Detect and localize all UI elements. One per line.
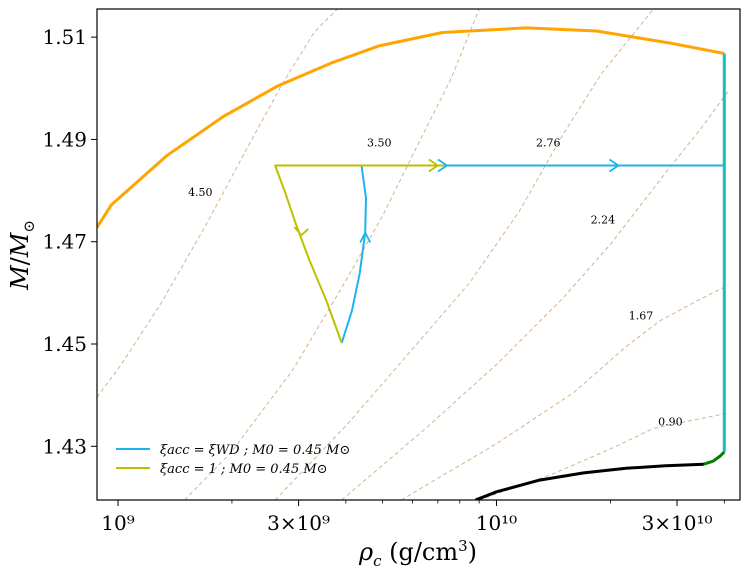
y-axis-ticks: 1.43 1.45 1.47 1.49 1.51: [42, 25, 97, 458]
x-axis-ticks: 10⁹ 3×10⁹ 10¹⁰ 3×10¹⁰: [101, 500, 725, 535]
isoline-labels: 4.50 3.50 2.76 2.24 1.67 0.90: [188, 136, 683, 428]
series-line-acc-1-m0-0-45-m-5: [274, 164, 447, 344]
contour-line-1: [184, 9, 480, 500]
contour-label-1: 3.50: [367, 136, 392, 149]
contour-line-0: [97, 9, 338, 398]
y-tick-label-2: 1.47: [42, 230, 87, 254]
x-tick-label-3: 3×10¹⁰: [642, 511, 713, 535]
y-tick-label-3: 1.49: [42, 127, 87, 151]
contour-label-5: 0.90: [658, 416, 683, 429]
series-line-instability-boundary-orange-0: [97, 26, 725, 229]
arrow-marker-5-1: [428, 158, 440, 173]
contour-label-3: 2.24: [591, 214, 616, 227]
legend: ξacc = ξWD ; M0 = 0.45 M⊙ ξacc = 1 ; M0 =…: [116, 443, 350, 477]
y-tick-label-0: 1.43: [42, 434, 87, 458]
y-tick-label-4: 1.51: [42, 25, 87, 49]
y-axis-label: M/M⊙: [6, 220, 38, 291]
arrow-marker-4-0: [359, 230, 372, 243]
contour-label-4: 1.67: [629, 309, 654, 322]
legend-label-0: ξacc = ξWD ; M0 = 0.45 M⊙: [160, 443, 350, 458]
x-tick-label-1: 3×10⁹: [267, 511, 330, 535]
contour-line-4: [400, 284, 729, 500]
series-line-green-segment-2: [703, 450, 726, 466]
arrow-markers: [293, 158, 621, 243]
contour-label-0: 4.50: [188, 186, 213, 199]
legend-label-1: ξacc = 1 ; M0 = 0.45 M⊙: [160, 462, 328, 477]
x-axis-label: ρc (g/cm3): [358, 537, 477, 570]
arrow-marker-5-0: [293, 226, 309, 237]
y-tick-label-1: 1.45: [42, 332, 87, 356]
series-line-black-curve-3: [474, 462, 704, 500]
x-tick-label-2: 10¹⁰: [476, 511, 517, 535]
contour-line-2: [274, 9, 654, 500]
x-tick-label-0: 10⁹: [101, 511, 134, 535]
contour-line-3: [341, 90, 729, 500]
contour-label-2: 2.76: [536, 136, 561, 149]
series-group: [97, 26, 726, 500]
series-line-acc-wd-m0-0-45-m-4: [340, 164, 725, 344]
arrow-marker-4-1: [437, 158, 449, 173]
isoline-contours: [97, 9, 729, 500]
arrow-marker-4-2: [608, 158, 621, 173]
plot-frame: [96, 8, 741, 501]
